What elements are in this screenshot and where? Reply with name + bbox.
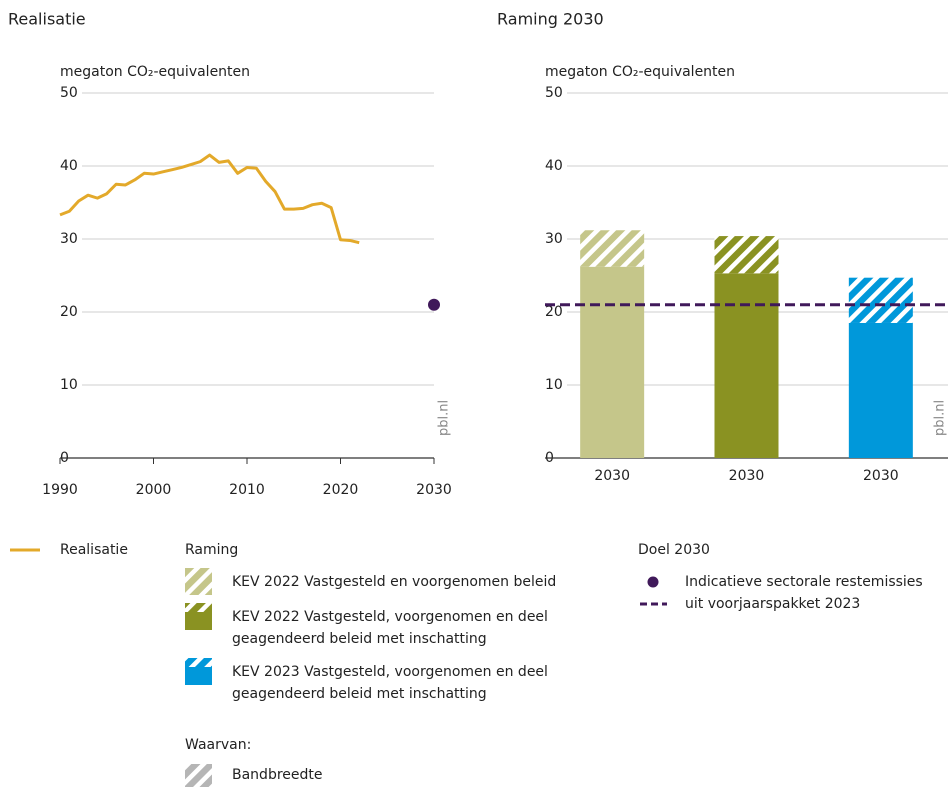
bar-band [848, 277, 913, 323]
y-tick-label: 10 [545, 377, 563, 393]
legend-label: KEV 2022 Vastgesteld, voorgenomen en dee… [232, 609, 548, 625]
y-tick-label: 50 [545, 85, 563, 101]
x-tick-label: 2030 [729, 468, 765, 484]
bar-band [580, 230, 645, 267]
bar-band [714, 236, 779, 274]
y-tick-label: 10 [60, 377, 78, 393]
legend-label: KEV 2022 Vastgesteld en voorgenomen bele… [232, 574, 556, 590]
legend-label: KEV 2023 Vastgesteld, voorgenomen en dee… [232, 664, 548, 680]
x-tick-label: 2030 [594, 468, 630, 484]
y-tick-label: 30 [60, 231, 78, 247]
legend-label: Realisatie [60, 542, 128, 558]
legend-heading: Raming [185, 542, 238, 558]
source: pbl.nl [933, 400, 948, 436]
x-tick-label: 2000 [136, 482, 172, 498]
y-tick-label: 40 [60, 158, 78, 174]
y-tick-label: 40 [545, 158, 563, 174]
legend-label: geagendeerd beleid met inschatting [232, 686, 487, 702]
legend-heading: Waarvan: [185, 737, 251, 753]
legend-label: geagendeerd beleid met inschatting [232, 631, 487, 647]
y-axis-label: megaton CO₂-equivalenten [545, 64, 735, 80]
legend-label: uit voorjaarspakket 2023 [685, 596, 860, 612]
y-tick-label: 20 [545, 304, 563, 320]
bar [714, 273, 779, 458]
y-axis-label: megaton CO₂-equivalenten [60, 64, 250, 80]
x-tick-label: 2010 [229, 482, 265, 498]
source: pbl.nl [437, 400, 452, 436]
x-tick-label: 2020 [323, 482, 359, 498]
target-point [428, 298, 440, 311]
bar [848, 322, 913, 458]
x-tick-label: 2030 [416, 482, 452, 498]
chart-title: Raming 2030 [497, 10, 604, 29]
x-tick-label: 2030 [863, 468, 899, 484]
x-tick-label: 1990 [42, 482, 78, 498]
y-tick-label: 30 [545, 231, 563, 247]
legend-heading: Doel 2030 [638, 542, 710, 558]
legend-swatch [185, 764, 212, 787]
chart-title: Realisatie [8, 10, 86, 29]
legend-label: Indicatieve sectorale restemissies [685, 574, 923, 590]
legend-label: Bandbreedte [232, 767, 323, 783]
legend-swatch-band [185, 603, 212, 612]
legend-swatch-band [185, 568, 212, 595]
y-tick-label: 20 [60, 304, 78, 320]
legend-swatch-band [185, 658, 212, 667]
line [59, 153, 360, 245]
legend-swatch [647, 576, 659, 588]
bar [580, 266, 645, 458]
y-tick-label: 50 [60, 85, 78, 101]
